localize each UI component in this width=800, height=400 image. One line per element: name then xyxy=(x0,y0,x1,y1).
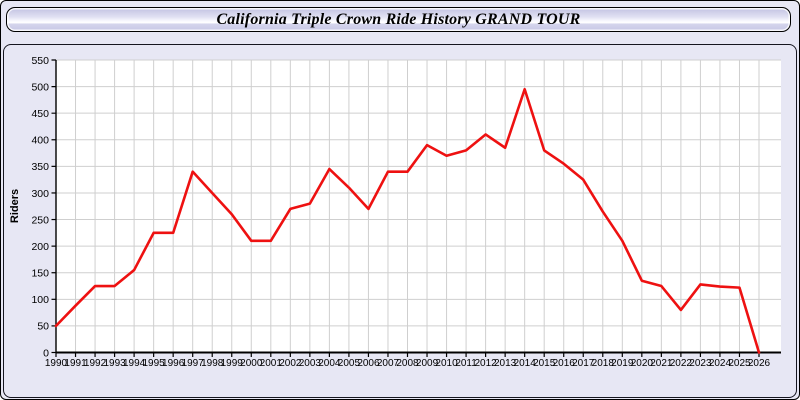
x-tick-label: 1994 xyxy=(123,358,146,369)
x-tick-label: 2023 xyxy=(689,358,712,369)
y-tick-label: 100 xyxy=(31,294,49,306)
y-tick-label: 150 xyxy=(31,268,49,280)
x-tick-label: 2016 xyxy=(553,358,576,369)
x-tick-label: 2021 xyxy=(650,358,673,369)
x-tick-label: 2000 xyxy=(240,358,263,369)
y-tick-label: 400 xyxy=(31,135,49,147)
x-tick-label: 2017 xyxy=(572,358,595,369)
title-bar: California Triple Crown Ride History GRA… xyxy=(6,7,791,32)
x-tick-label: 2015 xyxy=(533,358,556,369)
x-tick-label: 2013 xyxy=(494,358,517,369)
x-tick-label: 2019 xyxy=(611,358,634,369)
x-tick-label: 2003 xyxy=(299,358,322,369)
x-tick-label: 2006 xyxy=(357,358,380,369)
y-tick-label: 50 xyxy=(37,321,49,333)
y-tick-label: 550 xyxy=(31,55,49,67)
x-tick-label: 2024 xyxy=(709,358,732,369)
x-tick-label: 2005 xyxy=(338,358,361,369)
x-tick-label: 1999 xyxy=(221,358,244,369)
x-tick-label: 2012 xyxy=(474,358,497,369)
x-tick-label: 2010 xyxy=(435,358,458,369)
x-tick-label: 2018 xyxy=(592,358,615,369)
x-tick-label: 1997 xyxy=(182,358,205,369)
riders-line xyxy=(54,87,761,354)
y-tick-label: 250 xyxy=(31,214,49,226)
x-tick-label: 2009 xyxy=(416,358,439,369)
y-tick-label: 500 xyxy=(31,81,49,93)
y-tick-label: 450 xyxy=(31,108,49,120)
y-tick-label: 0 xyxy=(43,347,49,359)
x-tick-label: 2001 xyxy=(260,358,283,369)
x-tick-label: 2014 xyxy=(514,358,537,369)
y-tick-label: 200 xyxy=(31,241,49,253)
x-tick-label: 2004 xyxy=(318,358,341,369)
x-tick-label: 2008 xyxy=(396,358,419,369)
y-tick-label: 350 xyxy=(31,161,49,173)
x-tick-label: 2026 xyxy=(748,358,771,369)
x-tick-label: 2022 xyxy=(670,358,693,369)
page-title: California Triple Crown Ride History GRA… xyxy=(216,10,581,28)
x-tick-label: 2025 xyxy=(728,358,751,369)
x-tick-label: 1993 xyxy=(103,358,126,369)
x-tick-label: 1991 xyxy=(64,358,87,369)
x-tick-label: 2011 xyxy=(455,358,477,369)
x-tick-label: 2002 xyxy=(279,358,302,369)
x-tick-label: 1998 xyxy=(201,358,224,369)
x-tick-label: 1992 xyxy=(84,358,107,369)
x-tick-label: 1990 xyxy=(45,358,68,369)
y-tick-label: 300 xyxy=(31,188,49,200)
plot-area xyxy=(56,60,781,353)
x-tick-label: 1996 xyxy=(162,358,185,369)
y-axis-title: Riders xyxy=(9,189,21,223)
x-tick-label: 1995 xyxy=(143,358,166,369)
x-tick-label: 2007 xyxy=(377,358,400,369)
x-tick-label: 2020 xyxy=(631,358,654,369)
